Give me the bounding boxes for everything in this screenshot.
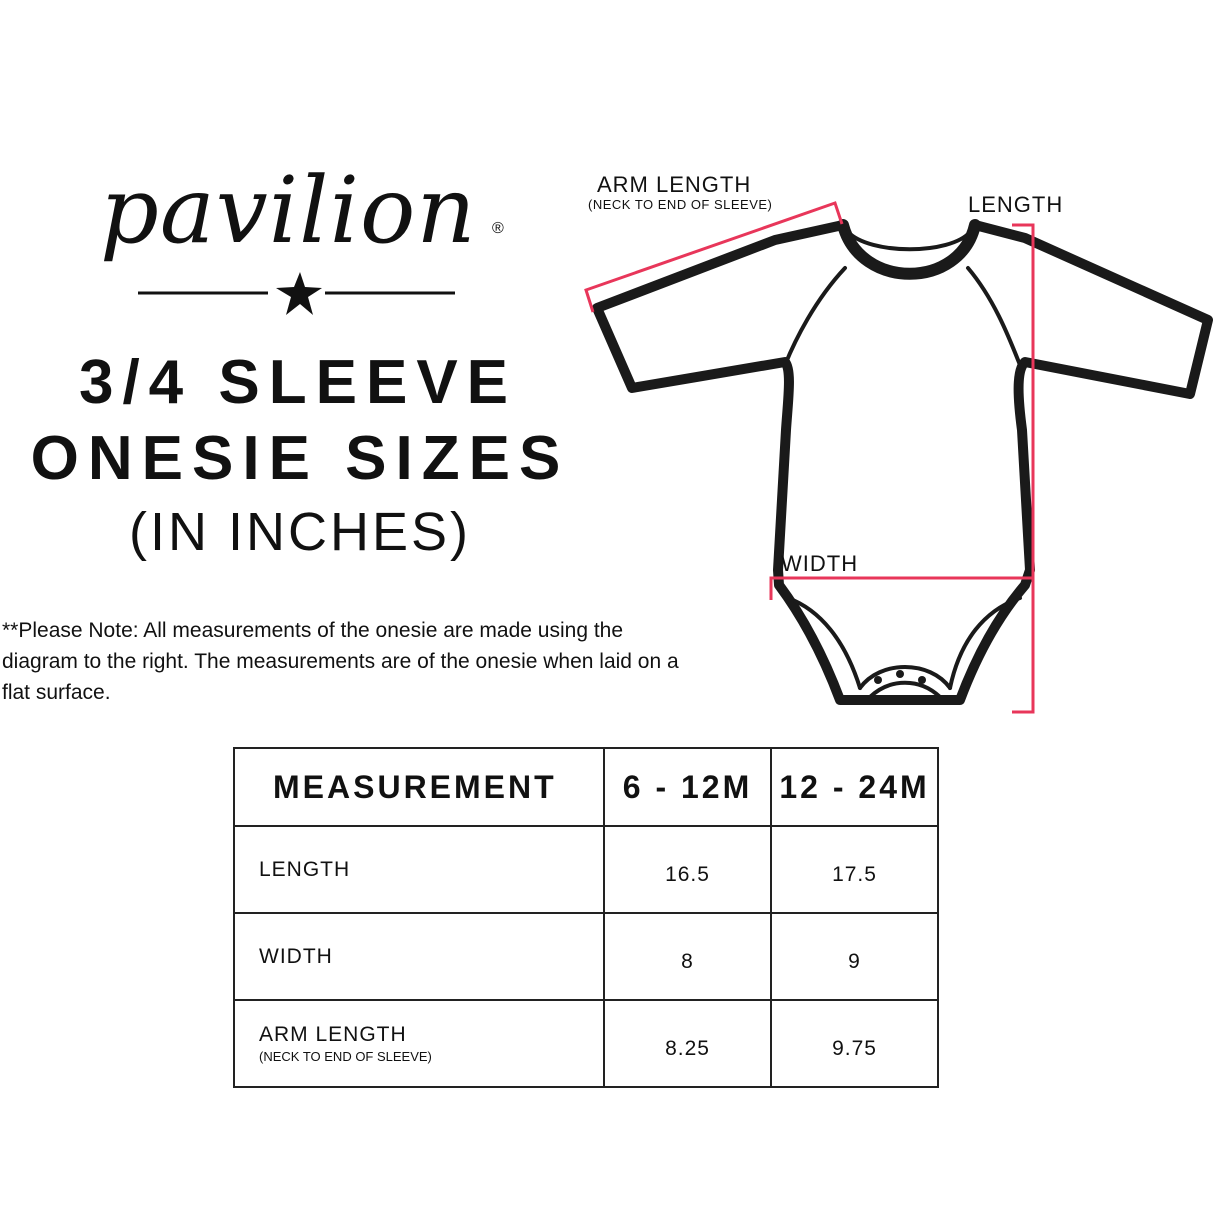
- snap-button: [896, 670, 904, 678]
- row-label: ARM LENGTH: [259, 1023, 407, 1046]
- cell-12-24m: 9.75: [770, 999, 939, 1088]
- snap-button: [918, 676, 926, 684]
- star-icon: [276, 272, 322, 315]
- row-label: LENGTH: [233, 825, 605, 914]
- size-table: MEASUREMENT 6 - 12M 12 - 24M LENGTH 16.5…: [233, 747, 939, 1088]
- arm-length-sublabel: (NECK TO END OF SLEEVE): [588, 197, 773, 212]
- title-units: (IN INCHES): [129, 502, 471, 562]
- width-measure-line: [769, 576, 1033, 600]
- table-header-row: MEASUREMENT 6 - 12M 12 - 24M: [233, 747, 939, 827]
- header-12-24m: 12 - 24M: [770, 747, 939, 827]
- registered-mark: ®: [492, 220, 504, 237]
- row-label: WIDTH: [233, 912, 605, 1001]
- table-row: ARM LENGTH (NECK TO END OF SLEEVE) 8.25 …: [233, 999, 939, 1088]
- onesie-collar: [837, 219, 981, 280]
- row-label-cell: ARM LENGTH (NECK TO END OF SLEEVE): [233, 999, 605, 1088]
- cell-12-24m: 9: [770, 912, 939, 1001]
- arm-length-measure-line: [584, 201, 844, 313]
- onesie-outline: [592, 220, 1213, 705]
- arm-length-label: ARM LENGTH: [597, 172, 752, 197]
- title-line-2: ONESIE SIZES: [30, 424, 570, 493]
- header-6-12m: 6 - 12M: [603, 747, 772, 827]
- logo-star-rule: [138, 272, 455, 315]
- length-measure-line: [1012, 223, 1035, 714]
- row-sublabel: (NECK TO END OF SLEEVE): [259, 1049, 432, 1064]
- table-row: LENGTH 16.5 17.5: [233, 825, 939, 914]
- cell-6-12m: 8: [603, 912, 772, 1001]
- logo-wordmark: pavilion: [100, 157, 477, 264]
- cell-6-12m: 8.25: [603, 999, 772, 1088]
- title-line-1: 3/4 SLEEVE: [78, 348, 518, 417]
- length-label: LENGTH: [968, 192, 1064, 217]
- table-row: WIDTH 8 9: [233, 912, 939, 1001]
- cell-12-24m: 17.5: [770, 825, 939, 914]
- measurement-note: **Please Note: All measurements of the o…: [2, 619, 679, 704]
- cell-6-12m: 16.5: [603, 825, 772, 914]
- header-measurement: MEASUREMENT: [233, 747, 605, 827]
- snap-button: [874, 676, 882, 684]
- width-label: WIDTH: [781, 551, 859, 576]
